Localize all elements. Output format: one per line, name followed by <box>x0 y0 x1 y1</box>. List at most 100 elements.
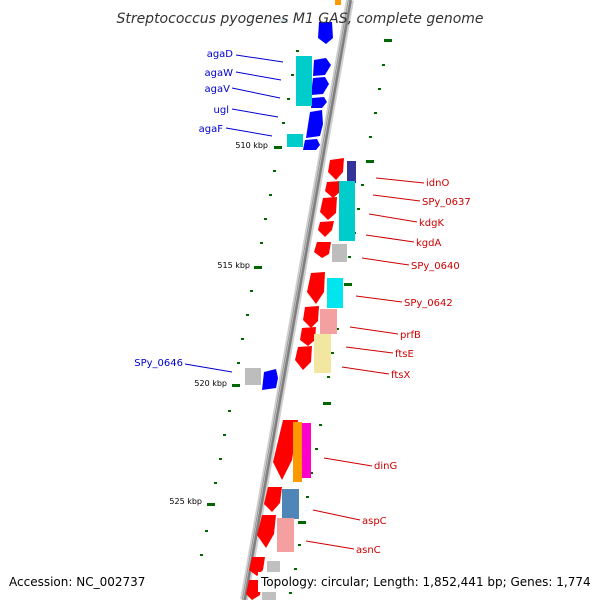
tick-dot-right <box>374 112 377 114</box>
tick-dot-left <box>237 362 240 364</box>
gene-label-idnO[interactable]: idnO <box>426 178 449 189</box>
feature-orange[interactable] <box>293 422 302 482</box>
gene-label-agaD[interactable]: agaD <box>207 49 234 60</box>
tick-dot-right <box>361 184 364 186</box>
gene-label-agaW[interactable]: agaW <box>205 68 234 79</box>
gene-label-kgdA[interactable]: kgdA <box>416 238 441 249</box>
gene-agaW[interactable] <box>311 77 329 95</box>
tick-dot-left <box>269 194 272 196</box>
gene-label-SPy_0642[interactable]: SPy_0642 <box>404 298 453 309</box>
tick-dot-left <box>287 98 290 100</box>
gene-SPy_0646[interactable] <box>262 369 278 390</box>
tick-dot-left <box>205 530 208 532</box>
feature-magenta[interactable] <box>302 423 311 478</box>
gene-ftsX[interactable] <box>295 346 312 370</box>
gene-label-kdgK[interactable]: kdgK <box>419 218 444 229</box>
scale-label-520: 520 kbp <box>194 379 227 388</box>
feature-cyan-3[interactable] <box>339 181 355 241</box>
tick-dot-right <box>315 448 318 450</box>
gene-kdgK[interactable] <box>320 197 337 220</box>
leader-line-reverse <box>365 234 415 243</box>
gene-partial-top[interactable] <box>335 0 341 5</box>
leader-line-reverse <box>349 326 399 335</box>
gene-label-aspC[interactable]: aspC <box>362 516 387 527</box>
tick-dot-right <box>336 328 339 330</box>
label-fade <box>280 19 288 23</box>
gene-idnO[interactable] <box>328 158 344 180</box>
tick-dot-right <box>298 544 301 546</box>
feature-cyan-2[interactable] <box>287 134 303 147</box>
leader-line-reverse <box>341 366 390 375</box>
feature-navy[interactable] <box>347 161 356 183</box>
feature-gray-3[interactable] <box>267 561 280 575</box>
gene-aspC[interactable] <box>264 487 282 512</box>
gene-dinG[interactable] <box>273 420 298 480</box>
gene-label-SPy_0646[interactable]: SPy_0646 <box>134 358 183 369</box>
tick-dot-left <box>273 170 276 172</box>
tick-dot-left <box>246 314 249 316</box>
leader-line-reverse <box>345 346 394 354</box>
scale-label-525: 525 kbp <box>169 497 202 506</box>
leader-line-reverse <box>312 509 361 521</box>
tick-dot-right <box>348 256 351 258</box>
feature-yellow[interactable] <box>314 334 331 373</box>
feature-gray-SPy_0646[interactable] <box>245 368 261 385</box>
feature-gray-2[interactable] <box>332 244 347 262</box>
scale-tick-right-4 <box>323 402 331 405</box>
feature-cyan-4[interactable] <box>327 278 343 308</box>
gene-SPy_0640[interactable] <box>314 242 331 258</box>
leader-line-forward <box>235 71 282 81</box>
gene-SPy_0642[interactable] <box>307 272 325 304</box>
gene-label-agaV[interactable]: agaV <box>205 84 231 95</box>
gene-label-ftsX[interactable]: ftsX <box>391 370 410 381</box>
forward-gene-labels: agaD agaW agaV ugl agaF SPy_0646 <box>134 49 233 369</box>
tick-dot-left <box>219 458 222 460</box>
tick-dot-right <box>310 472 313 474</box>
gene-agaF[interactable] <box>303 139 320 150</box>
leader-line-reverse <box>323 457 373 467</box>
tick-dot-right <box>369 136 372 138</box>
gene-asnC[interactable] <box>257 515 276 548</box>
scale-tick-520 <box>232 384 240 387</box>
feature-cyan-1[interactable] <box>296 56 312 106</box>
gene-ftsE[interactable] <box>300 327 316 346</box>
gene-agaD[interactable] <box>313 58 331 76</box>
gene-label-SPy_0637[interactable]: SPy_0637 <box>422 197 471 208</box>
scale-tick-right-5 <box>298 521 306 524</box>
leader-line-forward <box>235 54 284 63</box>
footer-left-bg <box>0 572 235 592</box>
tick-dot-right <box>306 496 309 498</box>
gene-label-dinG[interactable]: dinG <box>374 461 397 472</box>
feature-pink-2[interactable] <box>277 518 294 552</box>
gene-bottom-1[interactable] <box>249 557 265 576</box>
leader-line-reverse <box>372 194 421 202</box>
gene-label-ftsE[interactable]: ftsE <box>395 349 414 360</box>
gene-label-agaF[interactable]: agaF <box>199 124 224 135</box>
gene-top-arrow[interactable] <box>318 22 333 44</box>
tick-dot-right <box>357 208 360 210</box>
feature-pink-1[interactable] <box>320 309 337 334</box>
tick-dot-right <box>294 568 297 570</box>
scale-tick-right-2 <box>366 160 374 163</box>
tick-dot-left <box>241 338 244 340</box>
topology-text: Topology: circular; Length: 1,852,441 bp… <box>260 575 591 589</box>
map-title: Streptococcus pyogenes M1 GAS, complete … <box>116 11 483 27</box>
gene-prfB[interactable] <box>303 306 319 328</box>
leader-line-reverse <box>368 213 418 223</box>
tick-dot-right <box>378 88 381 90</box>
gene-label-SPy_0640[interactable]: SPy_0640 <box>411 261 460 272</box>
gene-label-asnC[interactable]: asnC <box>356 545 381 556</box>
leader-line-reverse <box>355 295 403 303</box>
gene-ugl[interactable] <box>306 110 323 138</box>
feature-steelblue[interactable] <box>282 489 299 519</box>
gene-label-ugl[interactable]: ugl <box>214 105 229 116</box>
gene-kgdA[interactable] <box>318 221 334 237</box>
gene-agaV[interactable] <box>311 97 327 108</box>
tick-dot-left <box>214 482 217 484</box>
gene-SPy_0637[interactable] <box>325 181 341 198</box>
scale-tick-right-3 <box>344 283 352 286</box>
tick-dot-right <box>382 64 385 66</box>
scale-tick-515 <box>254 266 262 269</box>
gene-label-prfB[interactable]: prfB <box>400 330 421 341</box>
